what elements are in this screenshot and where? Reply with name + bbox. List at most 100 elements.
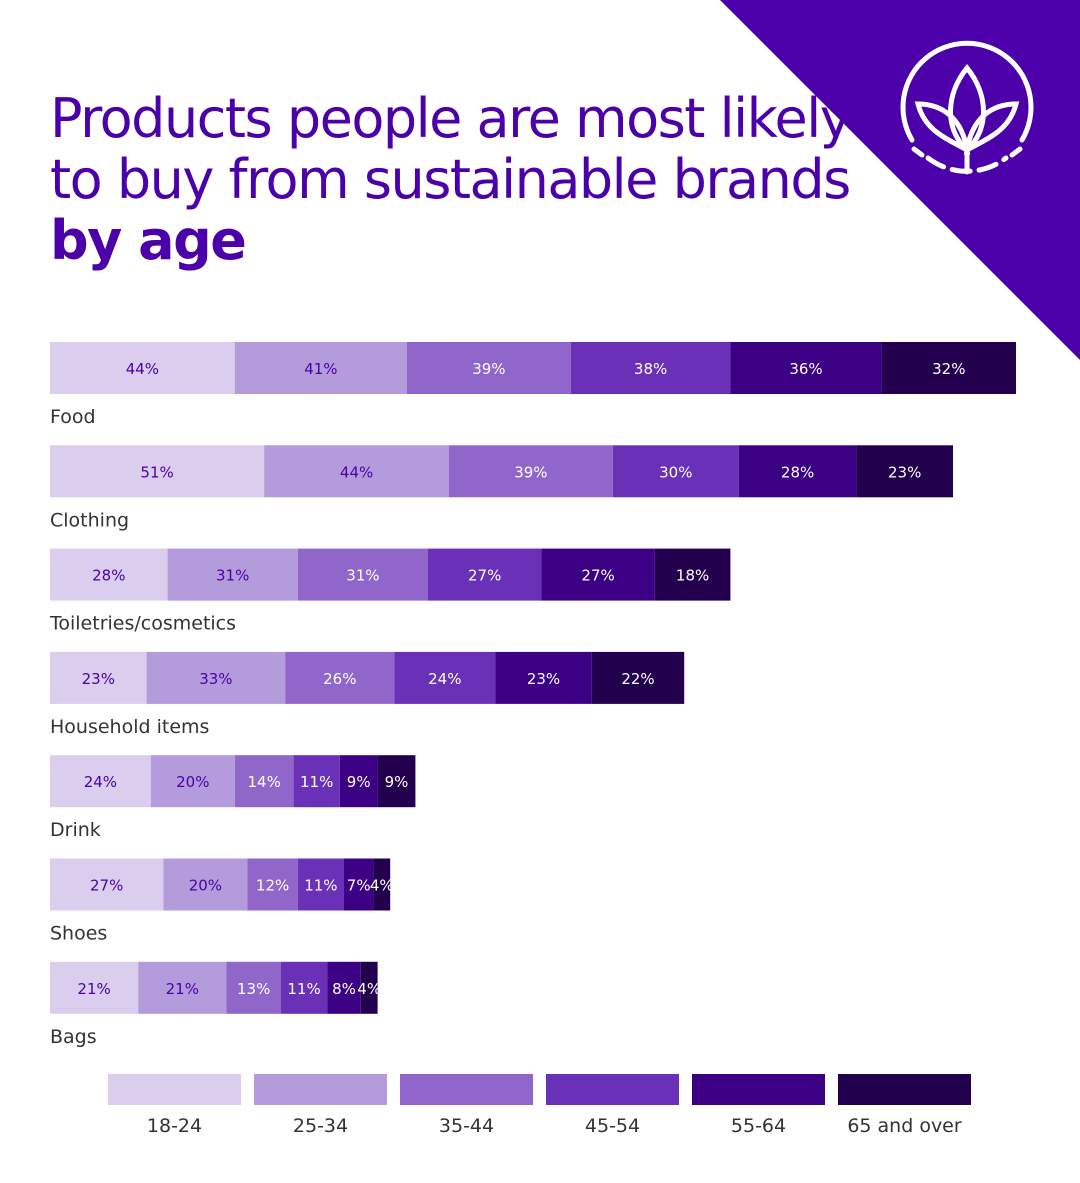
bar-row-shoes: 27% 20% 12% 11% 7% 4% Shoes — [50, 858, 394, 945]
data-label-shoes-45-54: 11% — [304, 877, 337, 895]
category-label-toiletries-cosmetics: Toiletries/cosmetics — [49, 613, 236, 635]
bar-segment-household-items-25-34 — [146, 651, 286, 704]
data-label-shoes-65-and-over: 4% — [370, 877, 394, 895]
bar-segment-household-items-45-54 — [394, 651, 496, 704]
data-label-toiletries-cosmetics-65-and-over: 18% — [676, 567, 709, 585]
data-label-clothing-18-24: 51% — [140, 463, 173, 481]
bar-segment-clothing-55-64 — [738, 445, 857, 498]
legend-item-55-64: 55-64 — [692, 1074, 825, 1137]
bar-segment-household-items-35-44 — [285, 651, 395, 704]
data-label-shoes-35-44: 12% — [256, 877, 289, 895]
bar-row-toiletries-cosmetics: 28% 31% 31% 27% 27% 18% Toiletries/cosmetics — [49, 548, 731, 635]
bar-segment-clothing-35-44 — [449, 445, 613, 498]
bar-row-drink: 24% 20% 14% 11% 9% 9% Drink — [50, 755, 416, 841]
legend-label-65-and-over: 65 and over — [847, 1115, 962, 1137]
bar-segment-toiletries-cosmetics-35-44 — [297, 548, 428, 601]
bar-segment-drink-25-34 — [150, 755, 235, 808]
data-label-clothing-25-34: 44% — [340, 463, 373, 481]
title-emphasis: by age — [50, 209, 247, 272]
legend-label-45-54: 45-54 — [585, 1115, 640, 1137]
data-label-bags-65-and-over: 4% — [357, 980, 381, 998]
bar-segment-shoes-65-and-over — [373, 858, 391, 911]
data-label-toiletries-cosmetics-55-64: 27% — [581, 567, 614, 585]
data-label-shoes-18-24: 27% — [90, 877, 123, 895]
category-label-food: Food — [50, 406, 96, 428]
legend-label-55-64: 55-64 — [731, 1115, 786, 1137]
bar-segment-household-items-18-24 — [50, 651, 147, 704]
data-label-food-35-44: 39% — [472, 360, 505, 378]
legend-swatch-55-64 — [692, 1074, 825, 1105]
data-label-household-items-55-64: 23% — [527, 670, 560, 688]
bar-segment-food-55-64 — [730, 342, 882, 394]
data-label-toiletries-cosmetics-45-54: 27% — [468, 567, 501, 585]
category-label-clothing: Clothing — [50, 509, 129, 531]
data-label-drink-45-54: 11% — [300, 773, 333, 791]
legend-item-18-24: 18-24 — [108, 1074, 241, 1137]
data-label-bags-18-24: 21% — [77, 980, 110, 998]
bar-segment-food-25-34 — [234, 342, 407, 394]
data-label-household-items-18-24: 23% — [82, 670, 115, 688]
data-label-bags-55-64: 8% — [332, 980, 356, 998]
legend-swatch-65-and-over — [838, 1074, 971, 1105]
title-main: Products people are most likely to buy f… — [50, 87, 852, 211]
bar-segment-household-items-65-and-over — [591, 651, 685, 704]
bar-segment-bags-18-24 — [50, 961, 139, 1014]
bar-row-household-items: 23% 33% 26% 24% 23% 22% Household items — [50, 651, 685, 738]
legend-swatch-18-24 — [108, 1074, 241, 1105]
bar-segment-drink-18-24 — [50, 755, 151, 808]
bar-segment-bags-65-and-over — [360, 961, 378, 1014]
legend-item-35-44: 35-44 — [400, 1074, 533, 1137]
data-label-food-65-and-over: 32% — [932, 360, 965, 378]
bar-segment-household-items-55-64 — [495, 651, 592, 704]
bar-segment-shoes-18-24 — [50, 858, 164, 911]
bar-segment-toiletries-cosmetics-45-54 — [428, 548, 542, 601]
bar-segment-drink-55-64 — [339, 755, 378, 808]
chart-title: Products people are most likely to buy f… — [50, 88, 870, 271]
data-label-toiletries-cosmetics-35-44: 31% — [346, 567, 379, 585]
data-label-food-25-34: 41% — [304, 360, 337, 378]
data-label-food-55-64: 36% — [789, 360, 822, 378]
data-label-household-items-45-54: 24% — [428, 670, 461, 688]
bar-row-clothing: 51% 44% 39% 30% 28% 23% Clothing — [50, 445, 953, 531]
legend-item-45-54: 45-54 — [546, 1074, 679, 1137]
bar-segment-clothing-45-54 — [612, 445, 739, 498]
bar-segment-toiletries-cosmetics-25-34 — [167, 548, 298, 601]
legend-label-25-34: 25-34 — [293, 1115, 348, 1137]
category-label-drink: Drink — [50, 819, 101, 841]
data-label-drink-35-44: 14% — [248, 773, 281, 791]
data-label-food-45-54: 38% — [634, 360, 667, 378]
bar-segment-toiletries-cosmetics-65-and-over — [654, 548, 731, 601]
category-label-shoes: Shoes — [50, 923, 107, 945]
data-label-food-18-24: 44% — [126, 360, 159, 378]
legend-label-35-44: 35-44 — [439, 1115, 494, 1137]
bar-segment-food-35-44 — [407, 342, 571, 394]
data-label-clothing-35-44: 39% — [514, 463, 547, 481]
legend-swatch-35-44 — [400, 1074, 533, 1105]
bar-segment-clothing-65-and-over — [856, 445, 953, 498]
bar-segment-food-18-24 — [50, 342, 235, 394]
data-label-toiletries-cosmetics-18-24: 28% — [92, 567, 125, 585]
bar-segment-toiletries-cosmetics-18-24 — [50, 548, 168, 601]
data-label-clothing-55-64: 28% — [781, 463, 814, 481]
data-label-bags-45-54: 11% — [287, 980, 320, 998]
legend-swatch-25-34 — [254, 1074, 387, 1105]
bar-segment-bags-55-64 — [327, 961, 361, 1014]
data-label-drink-55-64: 9% — [347, 773, 371, 791]
data-label-shoes-25-34: 20% — [189, 877, 222, 895]
data-label-toiletries-cosmetics-25-34: 31% — [216, 567, 249, 585]
bar-segment-food-45-54 — [570, 342, 731, 394]
legend-swatch-45-54 — [546, 1074, 679, 1105]
data-label-drink-18-24: 24% — [84, 773, 117, 791]
bar-segment-drink-65-and-over — [377, 755, 416, 808]
data-label-household-items-35-44: 26% — [323, 670, 356, 688]
data-label-bags-25-34: 21% — [166, 980, 199, 998]
legend-item-25-34: 25-34 — [254, 1074, 387, 1137]
category-label-household-items: Household items — [50, 716, 209, 738]
data-label-drink-65-and-over: 9% — [385, 773, 409, 791]
bar-segment-toiletries-cosmetics-55-64 — [541, 548, 655, 601]
bar-row-food: 44% 41% 39% 38% 36% 32% Food — [50, 342, 1016, 428]
bar-segment-shoes-35-44 — [247, 858, 298, 911]
bar-segment-shoes-55-64 — [344, 858, 374, 911]
bar-segment-shoes-25-34 — [163, 858, 248, 911]
